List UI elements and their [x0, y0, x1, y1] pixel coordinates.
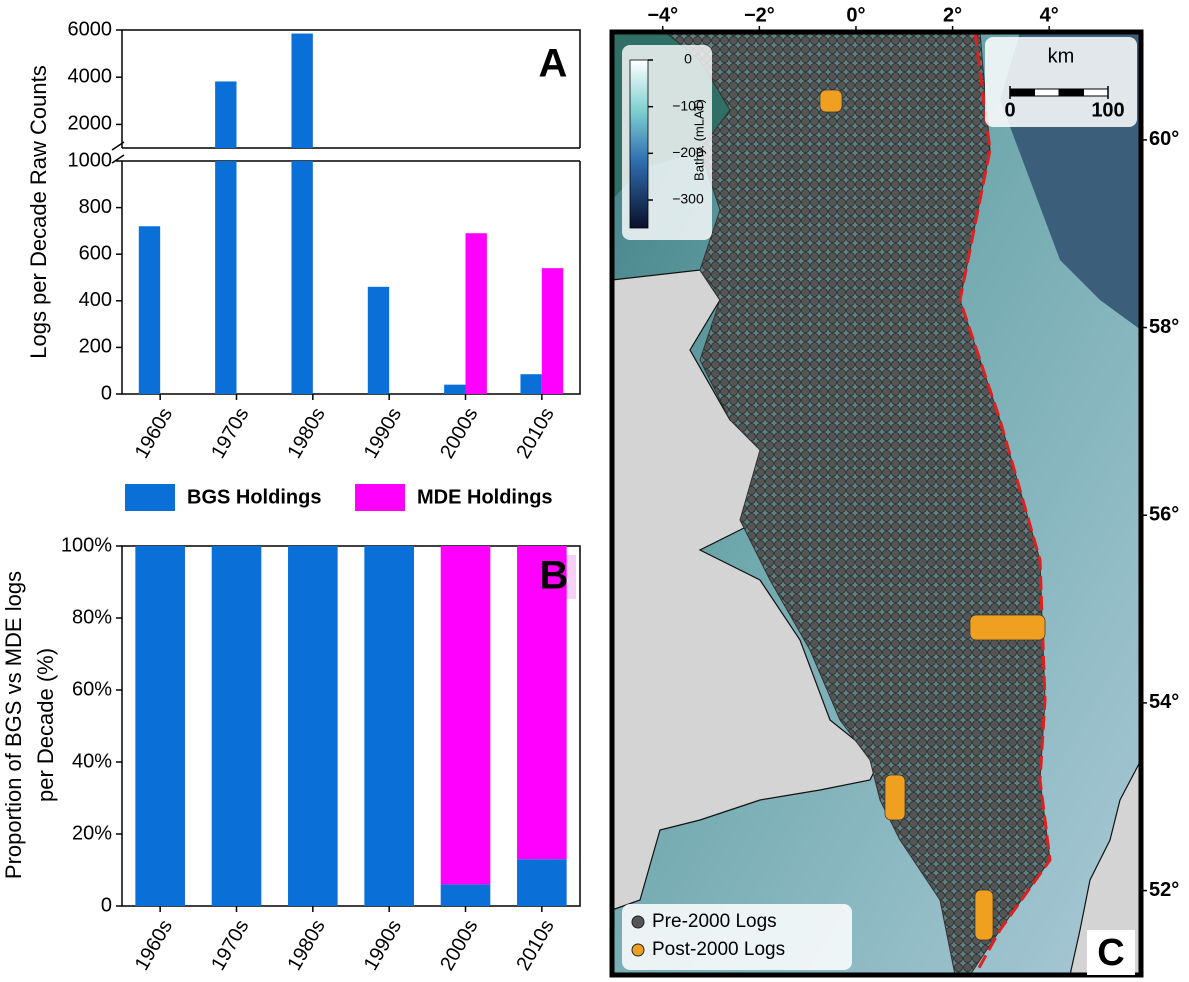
bar — [291, 34, 312, 394]
y-tick-label: 6000 — [68, 18, 113, 40]
y-tick-label: 0 — [101, 894, 112, 916]
panel-label: A — [539, 42, 568, 86]
y-tick-label: 52° — [1149, 879, 1179, 901]
bar-segment — [288, 546, 338, 906]
y-tick-label: 54° — [1149, 691, 1179, 713]
y-axis-label: Logs per Decade Raw Counts — [26, 65, 51, 359]
bar-lower — [291, 161, 312, 394]
x-tick-label: −2° — [744, 4, 775, 26]
bar-segment — [135, 546, 185, 906]
colorbar-tick-label: −300 — [672, 191, 704, 207]
scalebar-segment — [1035, 89, 1060, 96]
x-tick-label: 0° — [846, 4, 865, 26]
y-tick-label: 2000 — [68, 113, 113, 135]
bar-segment — [517, 859, 567, 906]
bar — [542, 268, 563, 394]
panel-label: C — [1097, 932, 1124, 974]
y-tick-label: 80% — [72, 606, 112, 628]
bar — [444, 385, 465, 394]
bar-segment — [441, 546, 491, 884]
legend-label: MDE Holdings — [417, 486, 553, 508]
scalebar-segment — [1059, 89, 1084, 96]
y-tick-label: 58° — [1149, 316, 1179, 338]
x-tick-label: 1990s — [360, 916, 406, 974]
y-tick-label: 20% — [72, 822, 112, 844]
y-tick-label: 200 — [79, 336, 112, 358]
y-tick-label: 600 — [79, 242, 112, 264]
bar — [139, 226, 160, 394]
y-tick-label: 0 — [101, 382, 112, 404]
bar-segment — [441, 884, 491, 906]
axis — [122, 546, 580, 906]
scalebar-tick-label: 0 — [1004, 99, 1015, 121]
legend-swatch — [355, 484, 405, 511]
bar — [368, 287, 389, 394]
bar — [466, 233, 487, 394]
legend-swatch — [125, 484, 175, 511]
scalebar-tick-label: 100 — [1091, 99, 1124, 121]
legend-item: BGS Holdings — [125, 484, 321, 511]
colorbar-label: Bathy. (mLAT) — [691, 99, 706, 181]
legend-label: BGS Holdings — [187, 486, 321, 508]
y-tick-label: 56° — [1149, 504, 1179, 526]
bar-segment — [364, 546, 414, 906]
y-tick-label: 800 — [79, 196, 112, 218]
bar-upper — [215, 81, 236, 148]
bar — [520, 374, 541, 394]
y-tick-label: 100% — [61, 534, 112, 556]
colorbar — [630, 60, 648, 228]
bar — [215, 81, 236, 394]
x-tick-label: 1980s — [283, 404, 329, 462]
x-tick-label: 1970s — [207, 916, 253, 974]
x-tick-label: −4° — [647, 4, 678, 26]
x-tick-label: 1960s — [131, 916, 177, 974]
x-tick-label: 2000s — [436, 404, 482, 462]
x-tick-label: 1990s — [360, 404, 406, 462]
legend-marker — [632, 916, 644, 928]
colorbar-tick-label: 0 — [684, 51, 692, 67]
y-tick-label: 40% — [72, 750, 112, 772]
bar-segment — [212, 546, 262, 906]
x-tick-label: 2000s — [436, 916, 482, 974]
x-tick-label: 2° — [943, 4, 962, 26]
y-axis-label: Proportion of BGS vs MDE logs — [1, 571, 26, 879]
bar-upper — [291, 34, 312, 148]
x-tick-label: 1970s — [207, 404, 253, 462]
x-tick-label: 1960s — [131, 404, 177, 462]
x-tick-label: 2010s — [512, 916, 558, 974]
y-tick-label: 400 — [79, 289, 112, 311]
x-tick-label: 1980s — [283, 916, 329, 974]
axis — [122, 30, 580, 394]
scalebar-segment — [1010, 89, 1035, 96]
x-tick-label: 4° — [1040, 4, 1059, 26]
figure: 020040060080010002000400060001960s1970s1… — [0, 0, 1189, 982]
y-axis-label: per Decade (%) — [33, 648, 58, 802]
y-tick-label: 1000 — [68, 149, 113, 171]
y-tick-label: 60% — [72, 678, 112, 700]
legend-label: Post-2000 Logs — [652, 939, 785, 960]
legend-marker — [632, 944, 644, 956]
y-tick-label: 4000 — [68, 65, 113, 87]
scalebar-segment — [1084, 89, 1109, 96]
x-tick-label: 2010s — [512, 404, 558, 462]
legend-item: MDE Holdings — [355, 484, 553, 511]
scalebar-unit: km — [1048, 45, 1075, 67]
bar-lower — [215, 161, 236, 394]
panel-label: B — [540, 554, 569, 598]
legend-label: Pre-2000 Logs — [652, 911, 777, 932]
y-tick-label: 60° — [1149, 128, 1179, 150]
